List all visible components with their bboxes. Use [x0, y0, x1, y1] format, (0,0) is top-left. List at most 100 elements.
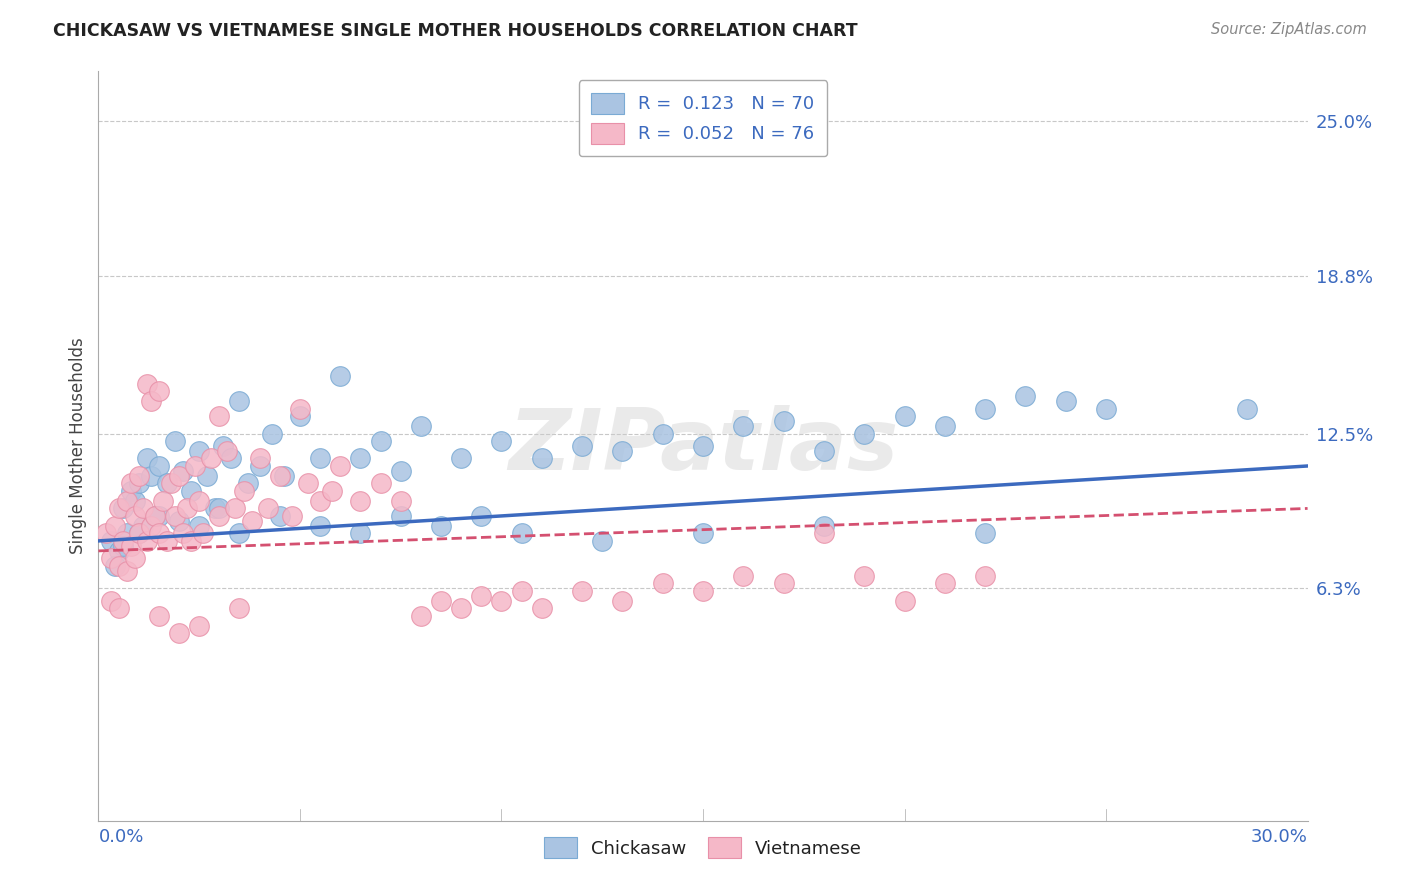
Point — [217, 444, 239, 458]
Point — [692, 526, 714, 541]
Point — [530, 601, 553, 615]
Point — [172, 464, 194, 478]
Point — [269, 508, 291, 523]
Point — [510, 526, 533, 541]
Point — [1054, 394, 1077, 409]
Point — [124, 551, 146, 566]
Point — [591, 533, 613, 548]
Point — [139, 469, 162, 483]
Point — [409, 608, 432, 623]
Point — [1236, 401, 1258, 416]
Point — [124, 494, 146, 508]
Point — [132, 501, 155, 516]
Point — [135, 451, 157, 466]
Point — [176, 501, 198, 516]
Point — [772, 576, 794, 591]
Point — [934, 576, 956, 591]
Point — [193, 526, 215, 541]
Legend: Chickasaw, Vietnamese: Chickasaw, Vietnamese — [537, 830, 869, 865]
Point — [188, 619, 211, 633]
Point — [491, 594, 513, 608]
Point — [813, 444, 835, 458]
Point — [160, 476, 183, 491]
Point — [221, 451, 243, 466]
Point — [853, 569, 876, 583]
Point — [111, 501, 134, 516]
Point — [120, 539, 142, 553]
Point — [309, 494, 332, 508]
Point — [249, 458, 271, 473]
Point — [139, 394, 162, 409]
Point — [167, 514, 190, 528]
Point — [167, 469, 190, 483]
Point — [115, 494, 138, 508]
Point — [107, 558, 129, 573]
Point — [893, 594, 915, 608]
Point — [281, 508, 304, 523]
Point — [530, 451, 553, 466]
Point — [148, 526, 170, 541]
Point — [409, 419, 432, 434]
Point — [249, 451, 271, 466]
Point — [228, 526, 250, 541]
Point — [813, 519, 835, 533]
Point — [143, 508, 166, 523]
Point — [100, 551, 122, 566]
Point — [297, 476, 319, 491]
Point — [370, 434, 392, 448]
Point — [128, 526, 150, 541]
Point — [651, 576, 673, 591]
Point — [692, 583, 714, 598]
Y-axis label: Single Mother Households: Single Mother Households — [69, 338, 87, 554]
Point — [163, 508, 186, 523]
Point — [934, 419, 956, 434]
Point — [152, 494, 174, 508]
Point — [430, 519, 453, 533]
Point — [1014, 389, 1036, 403]
Point — [974, 526, 997, 541]
Point — [208, 501, 231, 516]
Point — [974, 401, 997, 416]
Point — [180, 483, 202, 498]
Point — [156, 476, 179, 491]
Point — [692, 439, 714, 453]
Point — [612, 594, 634, 608]
Point — [450, 601, 472, 615]
Point — [156, 533, 179, 548]
Point — [893, 409, 915, 423]
Point — [510, 583, 533, 598]
Point — [772, 414, 794, 428]
Point — [135, 376, 157, 391]
Point — [195, 469, 218, 483]
Point — [329, 458, 352, 473]
Point — [107, 601, 129, 615]
Text: 30.0%: 30.0% — [1251, 828, 1308, 847]
Point — [100, 533, 122, 548]
Point — [107, 544, 129, 558]
Point — [349, 451, 371, 466]
Point — [370, 476, 392, 491]
Point — [256, 501, 278, 516]
Point — [228, 394, 250, 409]
Text: Source: ZipAtlas.com: Source: ZipAtlas.com — [1211, 22, 1367, 37]
Point — [208, 508, 231, 523]
Point — [200, 451, 222, 466]
Point — [124, 508, 146, 523]
Point — [224, 501, 246, 516]
Point — [180, 533, 202, 548]
Point — [349, 494, 371, 508]
Point — [228, 601, 250, 615]
Point — [184, 458, 207, 473]
Point — [103, 558, 125, 573]
Point — [172, 526, 194, 541]
Text: CHICKASAW VS VIETNAMESE SINGLE MOTHER HOUSEHOLDS CORRELATION CHART: CHICKASAW VS VIETNAMESE SINGLE MOTHER HO… — [53, 22, 858, 40]
Point — [232, 483, 254, 498]
Point — [96, 526, 118, 541]
Point — [128, 476, 150, 491]
Point — [571, 583, 593, 598]
Text: ZIPatlas: ZIPatlas — [508, 404, 898, 488]
Point — [111, 539, 134, 553]
Point — [491, 434, 513, 448]
Point — [240, 514, 263, 528]
Point — [148, 608, 170, 623]
